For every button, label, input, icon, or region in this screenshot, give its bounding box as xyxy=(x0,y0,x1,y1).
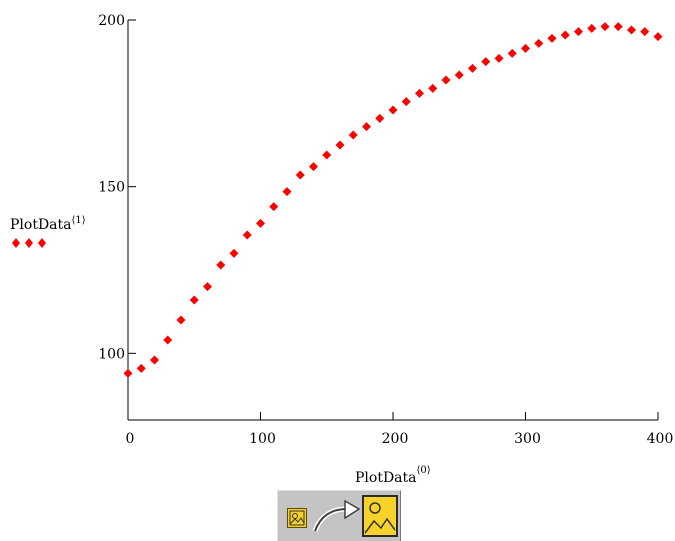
small-image-button[interactable] xyxy=(287,508,307,528)
legend-marker xyxy=(25,238,33,248)
data-point xyxy=(295,170,305,180)
x-ticks: 0 100 200 300 400 xyxy=(126,412,674,447)
data-point xyxy=(441,75,451,85)
data-point xyxy=(428,83,438,93)
chart-plot: 100 150 200 0 100 200 300 400 PlotData⟨0⟩ xyxy=(98,13,674,486)
data-point xyxy=(627,25,636,35)
legend-marker xyxy=(38,238,46,248)
data-point xyxy=(560,30,570,40)
data-point xyxy=(587,23,597,33)
data-point xyxy=(388,105,398,115)
image-icon xyxy=(364,502,396,534)
data-point xyxy=(136,363,146,373)
data-point xyxy=(521,43,530,53)
x-tick-label: 100 xyxy=(249,431,276,447)
legend-marker xyxy=(12,238,20,248)
legend-label: PlotData⟨1⟩ xyxy=(10,215,86,233)
axes xyxy=(127,20,658,421)
large-image-button[interactable] xyxy=(362,495,398,537)
x-tick-label: 400 xyxy=(647,431,674,447)
data-point xyxy=(189,295,199,305)
data-point xyxy=(256,218,265,228)
y-tick-label: 200 xyxy=(98,13,125,29)
data-point xyxy=(322,150,332,160)
legend-markers xyxy=(12,238,46,248)
data-point xyxy=(150,355,159,365)
data-point xyxy=(547,33,557,43)
data-point xyxy=(375,113,385,123)
data-point xyxy=(269,202,279,212)
y-tick-label: 150 xyxy=(98,180,125,196)
data-point xyxy=(454,70,464,80)
data-point xyxy=(229,248,239,258)
data-point xyxy=(481,57,491,67)
data-point xyxy=(176,315,186,325)
data-point xyxy=(348,130,358,140)
data-point xyxy=(163,335,173,345)
data-point xyxy=(507,48,517,58)
data-point xyxy=(282,187,292,197)
data-point xyxy=(203,282,212,292)
data-point xyxy=(640,27,650,37)
data-point xyxy=(653,32,663,42)
data-points xyxy=(123,22,663,378)
data-point xyxy=(468,63,477,73)
data-point xyxy=(600,22,610,32)
data-point xyxy=(123,368,133,378)
data-point xyxy=(242,230,252,240)
data-point xyxy=(216,260,226,270)
y-ticks: 100 150 200 xyxy=(98,13,136,362)
data-point xyxy=(574,27,583,37)
data-point xyxy=(494,53,504,63)
x-tick-label: 300 xyxy=(514,431,541,447)
data-point xyxy=(613,22,623,32)
x-tick-label: 200 xyxy=(382,431,409,447)
image-toolbar xyxy=(277,490,401,541)
data-point xyxy=(362,122,371,132)
data-point xyxy=(534,38,544,48)
x-tick-label: 0 xyxy=(126,431,135,447)
image-icon xyxy=(289,510,305,526)
data-point xyxy=(401,97,411,107)
data-point xyxy=(309,162,318,172)
x-axis-label: PlotData⟨0⟩ xyxy=(355,465,431,486)
curved-arrow-icon xyxy=(312,499,361,532)
y-tick-label: 100 xyxy=(98,346,125,362)
data-point xyxy=(415,88,424,98)
data-point xyxy=(335,140,345,150)
